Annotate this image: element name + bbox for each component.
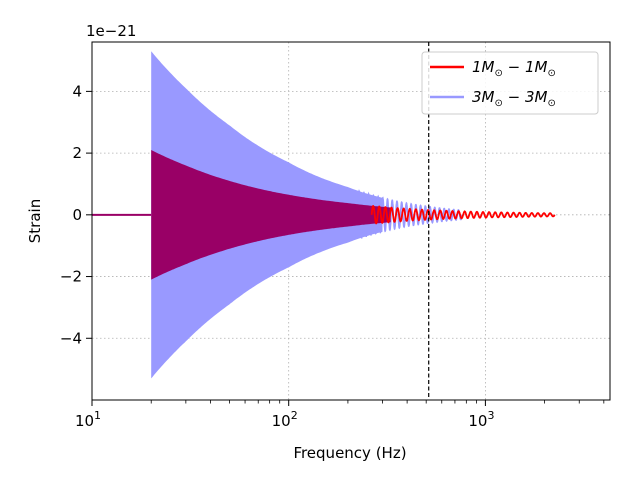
y-tick-label-4: 4 [72,82,82,100]
legend-3m-mass-a: 3 [472,88,482,106]
legend-entry-3m: 3M⊙ − 3M⊙ [472,88,556,109]
legend-1m-mass-a: 1 [472,58,482,76]
plot-series [92,51,556,379]
y-tick-label-2: 2 [72,144,82,162]
legend-3m-mass-b: 3 [525,88,535,106]
x-tick-label-10: 101 [75,409,101,430]
y-offset-label: 1e−21 [86,22,136,40]
legend-box [421,51,599,115]
legend-entry-1m: 1M⊙ − 1M⊙ [472,58,556,79]
y-tick-label--4: −4 [60,329,82,347]
axis-ticks: 101 102 103 −4 −2 0 2 4 [60,82,605,430]
series-1m-tail [370,205,556,225]
x-tick-label-1000: 103 [468,409,494,430]
y-axis-label: Strain [26,199,44,243]
y-tick-label-0: 0 [72,206,82,224]
legend: 1M⊙ − 1M⊙ 3M⊙ − 3M⊙ [421,51,599,115]
axes-frame [91,41,611,401]
x-axis-label: Frequency (Hz) [293,444,406,462]
series-1m-band [151,150,391,280]
x-tick-label-100: 102 [272,409,298,430]
plot-frame [91,41,611,401]
legend-1m-mass-b: 1 [525,58,535,76]
y-tick-label--2: −2 [60,268,82,286]
series-3m-tail [357,189,463,239]
